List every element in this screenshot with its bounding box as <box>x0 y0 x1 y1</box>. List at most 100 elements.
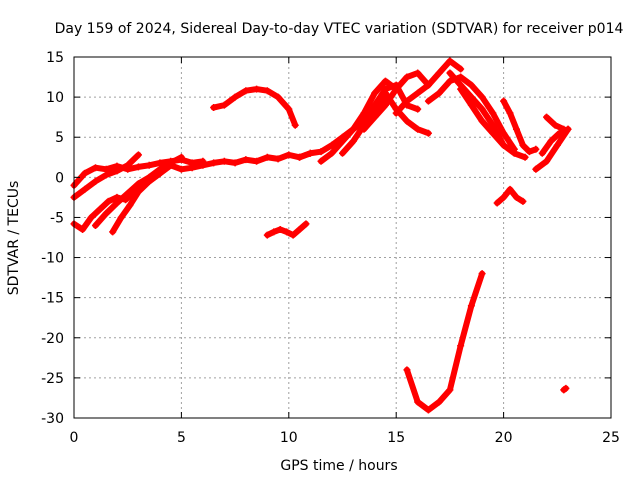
data-point <box>500 97 508 105</box>
data-point <box>328 149 336 157</box>
data-point <box>424 406 432 414</box>
data-point <box>81 185 89 193</box>
series-trace <box>210 86 299 129</box>
series-trace <box>124 150 314 201</box>
data-point <box>210 104 218 112</box>
data-point <box>296 153 304 161</box>
data-point <box>414 105 422 113</box>
data-point <box>547 137 555 145</box>
data-point <box>414 89 422 97</box>
series-arc-24 <box>560 384 570 394</box>
data-point <box>126 201 134 209</box>
series-arc-8 <box>263 220 310 239</box>
data-point <box>478 93 486 101</box>
data-point <box>102 171 110 179</box>
data-point <box>276 225 284 233</box>
data-point <box>381 101 389 109</box>
data-point <box>414 69 422 77</box>
data-point <box>104 197 112 205</box>
data-point <box>263 153 271 161</box>
series-arc-22 <box>493 185 527 207</box>
data-point <box>242 87 250 95</box>
data-point <box>253 157 261 165</box>
x-tick-label: 20 <box>495 430 513 446</box>
data-point <box>360 109 368 117</box>
y-tick-label: -30 <box>41 411 64 427</box>
data-point <box>188 164 196 172</box>
series-trace <box>403 270 486 413</box>
data-point <box>177 165 185 173</box>
y-tick-label: -20 <box>41 331 64 347</box>
data-point <box>521 153 529 161</box>
data-point <box>392 85 400 93</box>
data-point <box>134 163 142 171</box>
data-point <box>403 117 411 125</box>
data-point <box>117 213 125 221</box>
data-point <box>113 199 121 207</box>
data-point <box>242 156 250 164</box>
y-tick-label: 0 <box>55 170 64 186</box>
data-point <box>339 149 346 157</box>
data-point <box>525 148 533 156</box>
series-trace <box>532 126 572 173</box>
series-arc-13 <box>381 89 432 137</box>
data-point <box>381 89 389 97</box>
data-point <box>562 384 570 392</box>
data-point <box>512 193 520 201</box>
data-point <box>403 97 411 105</box>
series-arc-17 <box>457 85 529 161</box>
data-point <box>371 89 379 97</box>
series-arc-14 <box>392 57 465 117</box>
data-point <box>124 161 132 169</box>
data-point <box>506 185 514 193</box>
data-point <box>435 89 443 97</box>
data-point <box>231 93 239 101</box>
data-point <box>435 69 443 77</box>
data-point <box>79 225 87 233</box>
data-point <box>81 169 89 177</box>
data-point <box>543 113 551 121</box>
data-point <box>349 137 357 145</box>
data-point <box>446 69 454 77</box>
data-point <box>220 101 228 109</box>
data-point <box>467 81 475 89</box>
data-point <box>360 125 368 133</box>
data-point <box>285 105 293 113</box>
data-point <box>102 209 110 217</box>
x-axis-label: GPS time / hours <box>280 458 397 474</box>
data-point <box>414 125 422 133</box>
data-point <box>113 167 121 175</box>
data-point <box>177 153 185 161</box>
data-point <box>489 129 497 137</box>
series-arc-23 <box>403 270 486 414</box>
data-point <box>553 141 561 149</box>
data-point <box>424 81 432 89</box>
series-trace <box>446 70 507 149</box>
data-point <box>560 125 568 133</box>
y-tick-label: 5 <box>55 130 64 146</box>
data-point <box>263 87 271 95</box>
data-point <box>317 157 325 165</box>
y-tick-label: -25 <box>41 371 64 387</box>
data-point <box>285 151 293 159</box>
y-tick-label: 10 <box>46 90 64 106</box>
data-point <box>519 197 527 205</box>
x-tick-label: 0 <box>70 430 79 446</box>
data-point <box>96 205 104 213</box>
data-point <box>532 145 540 153</box>
data-point <box>538 149 546 157</box>
data-point <box>306 149 314 157</box>
series-trace <box>318 78 400 165</box>
series-arc-15 <box>424 73 518 153</box>
data-point <box>489 121 497 129</box>
data-point <box>467 302 475 310</box>
data-point <box>231 159 239 167</box>
data-point <box>500 129 508 137</box>
data-point <box>134 181 142 189</box>
data-point <box>317 148 325 156</box>
data-point <box>532 165 540 173</box>
data-point <box>263 231 271 239</box>
data-point <box>91 164 99 172</box>
data-point <box>500 141 508 149</box>
data-point <box>349 125 357 133</box>
